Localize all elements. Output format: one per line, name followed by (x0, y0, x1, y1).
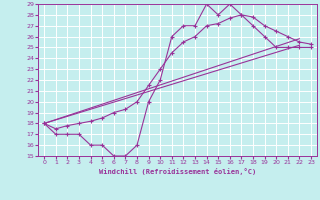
X-axis label: Windchill (Refroidissement éolien,°C): Windchill (Refroidissement éolien,°C) (99, 168, 256, 175)
